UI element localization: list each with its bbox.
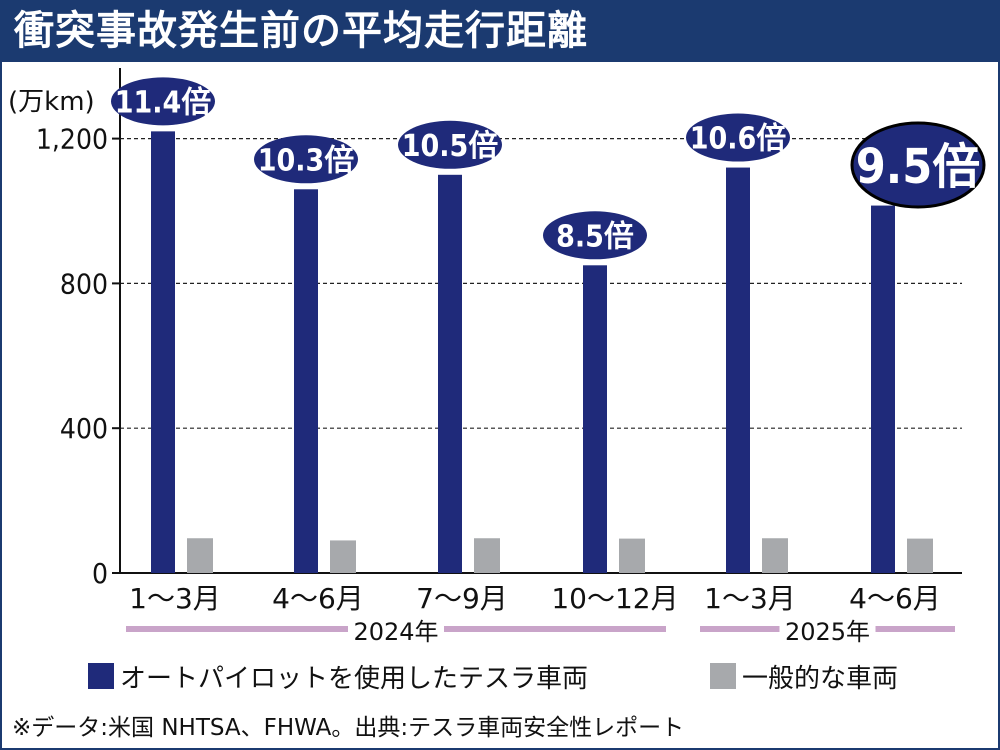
bar-autopilot [151, 131, 175, 574]
x-tick-label: 1〜3月 [129, 582, 221, 615]
ratio-label: 10.6倍 [690, 122, 787, 157]
ratio-label: 9.5倍 [856, 139, 981, 195]
bar-autopilot [871, 205, 895, 573]
y-tick-label: 800 [60, 267, 108, 300]
bar-autopilot [294, 189, 318, 573]
bar-general [187, 538, 213, 573]
bar-general [762, 538, 788, 573]
bar-general [330, 540, 356, 573]
bar-autopilot [583, 265, 607, 573]
legend-item-autopilot: オートパイロットを使用したテスラ車両 [88, 660, 589, 694]
y-tick-label: 400 [60, 412, 108, 445]
x-tick-label: 1〜3月 [704, 582, 796, 615]
title-bar: 衝突事故発生前の平均走行距離 [0, 0, 1000, 62]
y-axis-label: (万km) [8, 87, 95, 117]
period-label: 2024年 [353, 618, 438, 646]
period-label-bg [348, 616, 444, 642]
legend-swatch-autopilot [88, 663, 114, 689]
ratio-badge [398, 120, 502, 169]
x-tick-label: 4〜6月 [272, 582, 364, 615]
y-tick-label: 1,200 [36, 123, 108, 156]
ratio-badge [254, 135, 358, 184]
bar-chart: 0 400 800 1,200 (万km) 11.4倍 10.3倍 10.5倍 8.5倍 10.6… [8, 68, 986, 646]
ratio-badge [543, 211, 647, 260]
ratio-label: 10.3倍 [258, 143, 355, 178]
legend-swatch-general [710, 663, 736, 689]
ratio-label: 10.5倍 [402, 129, 499, 164]
bar-autopilot [438, 174, 462, 574]
x-tick-label: 4〜6月 [849, 582, 941, 615]
x-tick-label: 10〜12月 [551, 582, 678, 615]
legend-label-general: 一般的な車両 [742, 663, 899, 694]
legend-label-autopilot: オートパイロットを使用したテスラ車両 [120, 663, 589, 694]
y-tick-label: 0 [92, 557, 108, 590]
bar-general [474, 538, 500, 573]
ratio-badge [111, 77, 215, 126]
ratio-label: 11.4倍 [115, 85, 212, 120]
x-tick-label: 7〜9月 [416, 582, 508, 615]
ratio-badge [850, 121, 986, 209]
bar-general [619, 538, 645, 573]
source-note: ※データ:米国 NHTSA、FHWA。出典:テスラ車両安全性レポート [12, 715, 685, 741]
ratio-label: 8.5倍 [556, 219, 634, 254]
ratio-badge [686, 113, 790, 162]
period-label: 2025年 [785, 618, 870, 646]
period-label-bg [779, 616, 876, 642]
legend-item-general: 一般的な車両 [710, 660, 899, 694]
chart-title: 衝突事故発生前の平均走行距離 [14, 8, 588, 54]
bar-general [907, 538, 933, 573]
bar-autopilot [726, 167, 750, 573]
